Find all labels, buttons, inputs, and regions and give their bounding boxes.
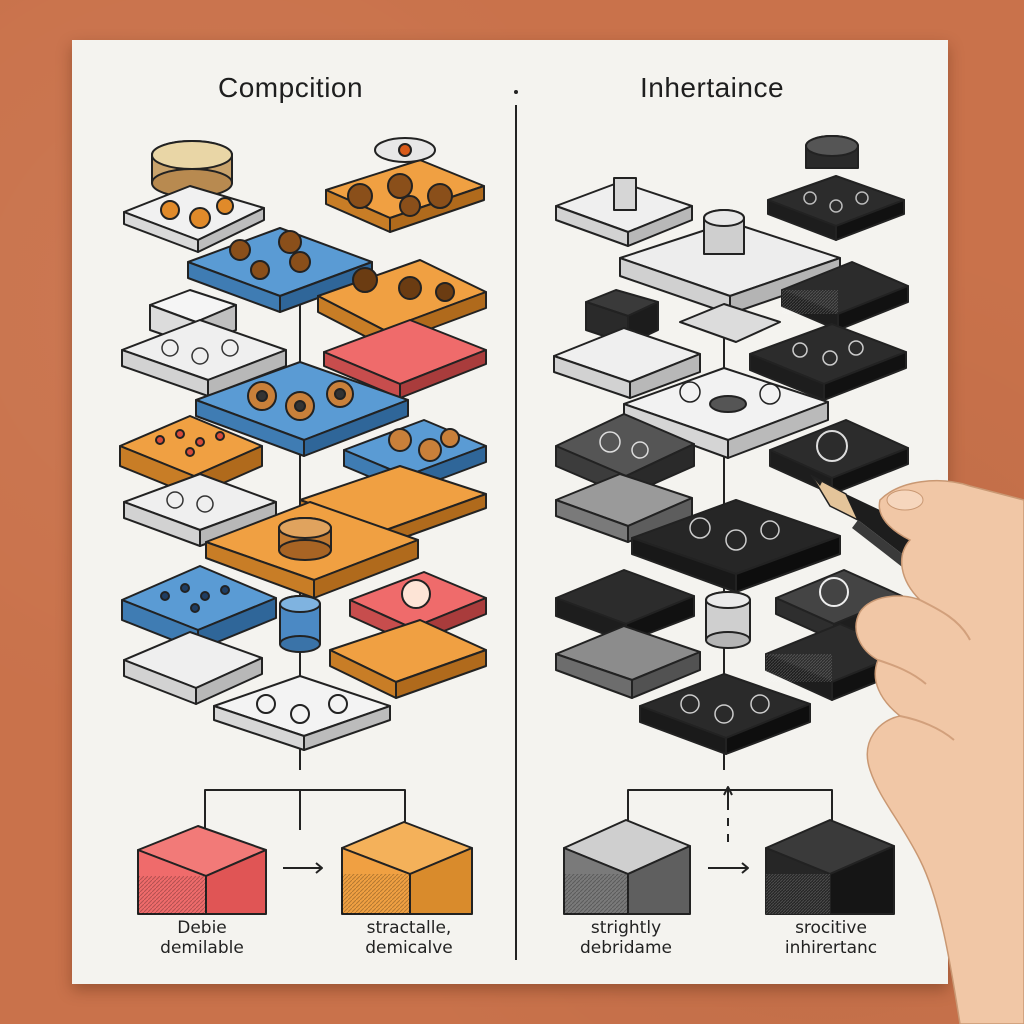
left-caption-2-line2: demicalve xyxy=(365,938,453,958)
right-panel-title: Inhertaince xyxy=(640,72,785,103)
composition-stack xyxy=(119,137,487,874)
pencil-icon xyxy=(809,474,922,570)
right-caption-2-line2: inhirertanc xyxy=(784,938,878,958)
left-bottom-block-red xyxy=(137,825,267,915)
left-caption-1-line2: demilable xyxy=(160,938,244,958)
right-caption-1-line2: debridame xyxy=(580,938,672,958)
right-caption-1: strightly debridame xyxy=(556,918,696,958)
hand-illustration xyxy=(855,479,1024,1024)
right-bottom-block-black xyxy=(765,819,895,915)
gear-cylinder-top xyxy=(151,140,233,198)
right-caption-1-line1: strightly xyxy=(590,918,662,938)
left-caption-2: stractalle, demicalve xyxy=(344,918,474,958)
right-bottom-block-gray xyxy=(563,819,691,915)
left-caption-2-line1: stractalle, xyxy=(366,918,452,938)
left-bottom-block-orange xyxy=(341,821,473,915)
left-caption-1: Debie demilable xyxy=(142,918,262,958)
right-caption-2: srocitive inhirertanc xyxy=(756,918,906,958)
left-panel-title: Compcition xyxy=(218,72,364,103)
left-caption-1-line1: Debie xyxy=(177,918,227,938)
right-caption-2-line1: srocitive xyxy=(795,918,867,938)
divider-dot xyxy=(514,90,518,94)
